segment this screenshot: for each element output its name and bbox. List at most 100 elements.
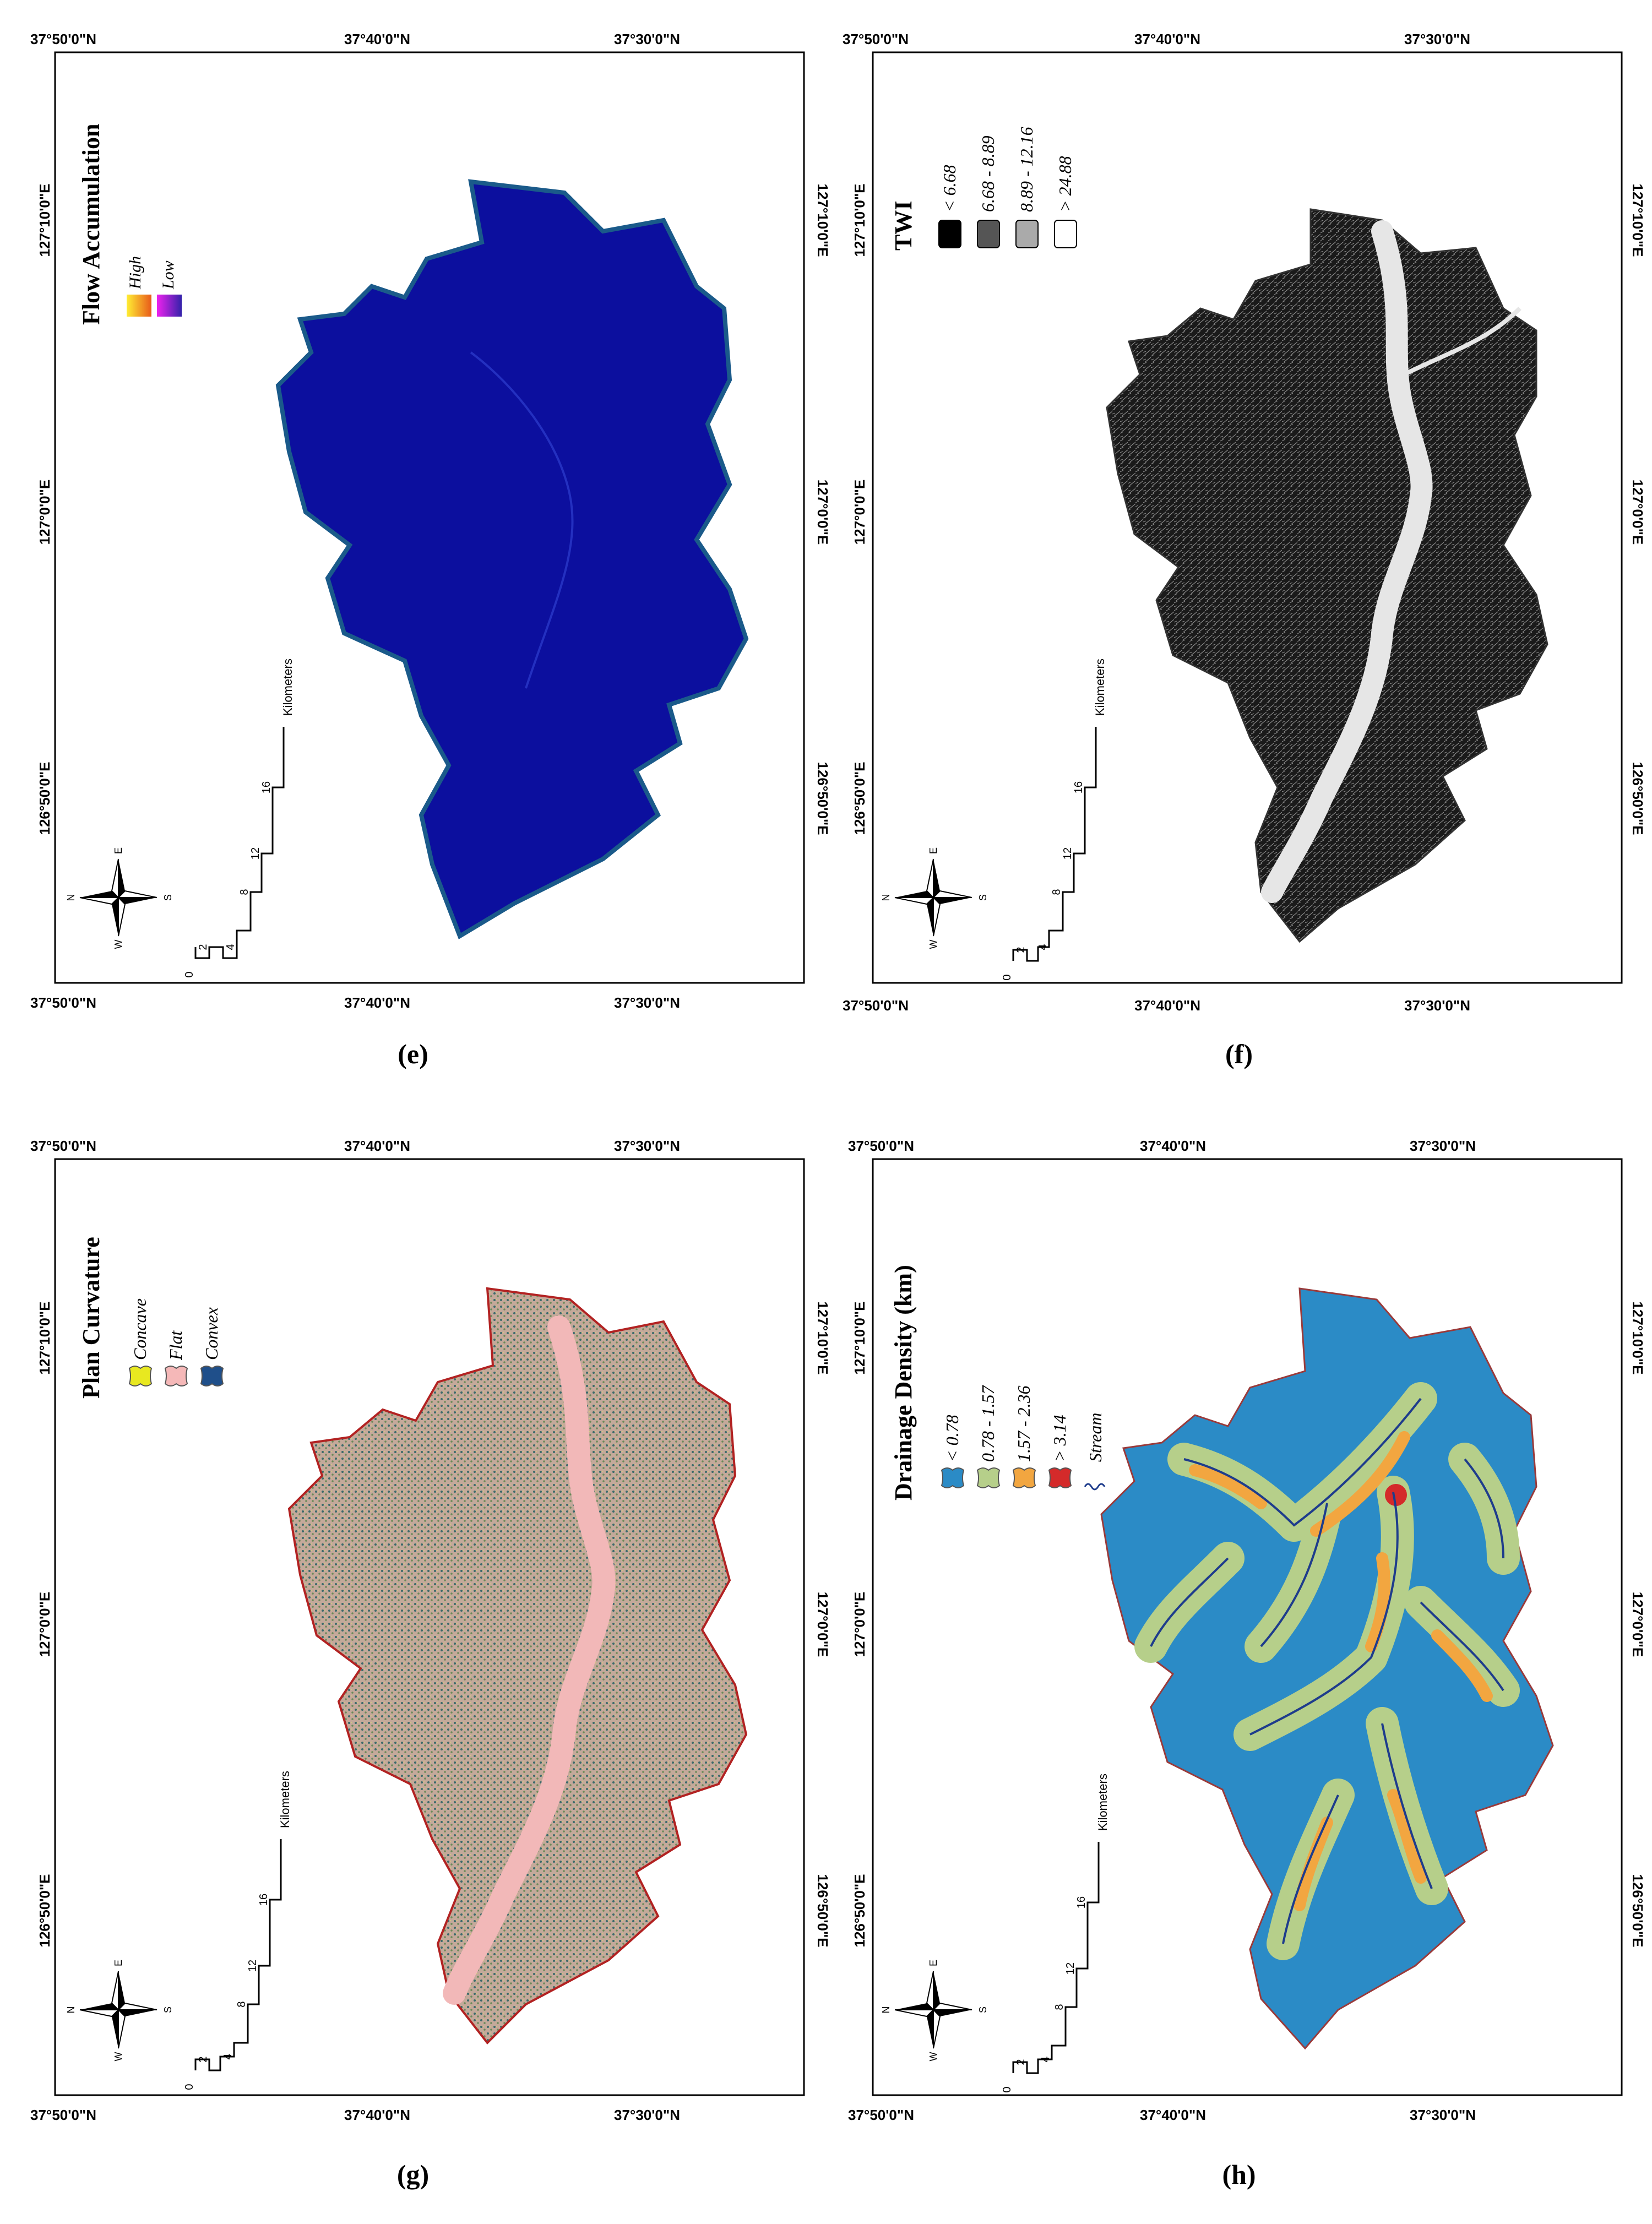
lon-label-left-1: 127°10'0"E: [36, 183, 53, 257]
compass-e: E: [113, 847, 124, 854]
lon-label-left-1: 127°10'0"E: [851, 1301, 868, 1374]
legend-title: Drainage Density (km): [890, 1265, 917, 1500]
lat-label-top-1: 37°50'0"N: [848, 1138, 914, 1154]
map-frame: 37°50'0"N 37°40'0"N 37°30'0"N 37°50'0"N …: [30, 1138, 831, 2123]
scale-tick-12: 12: [1064, 1962, 1077, 1975]
scale-unit: Kilometers: [1093, 659, 1107, 716]
legend-label-4: > 24.88: [1055, 156, 1075, 212]
lon-label-left-2: 127°0'0"E: [36, 480, 53, 545]
scale-tick-2: 2: [1015, 947, 1027, 953]
tributary-twi: [1403, 307, 1521, 377]
compass-e: E: [113, 1960, 124, 1966]
lat-label-top-2: 37°40'0"N: [344, 1138, 410, 1154]
lat-label-bottom-3: 37°30'0"N: [614, 994, 680, 1011]
compass-rose: N E S W: [66, 847, 173, 949]
legend-label-stream: Stream: [1085, 1413, 1105, 1462]
scale-tick-0: 0: [183, 971, 195, 977]
scale-tick-0: 0: [1001, 2086, 1013, 2092]
lat-label-bottom-2: 37°40'0"N: [1140, 2107, 1206, 2123]
legend-label-1: < 0.78: [942, 1415, 962, 1462]
legend-label-3: 8.89 - 12.16: [1017, 127, 1036, 212]
lat-label-top-1: 37°50'0"N: [843, 31, 909, 47]
lat-label-top-2: 37°40'0"N: [1134, 31, 1200, 47]
legend-label-4: > 3.14: [1050, 1415, 1069, 1462]
scale-unit: Kilometers: [278, 1771, 292, 1828]
lon-label-right-2: 127°0'0"E: [814, 480, 831, 545]
map-panel-flow-accumulation: 37°50'0"N 37°40'0"N 37°30'0"N 37°50'0"N …: [30, 0, 834, 1046]
scale-tick-4: 4: [1037, 944, 1049, 950]
lat-label-bottom-3: 37°30'0"N: [1410, 2107, 1476, 2123]
compass-s: S: [162, 894, 173, 901]
legend-swatch-3: [1012, 1467, 1036, 1488]
scale-tick-16: 16: [1073, 781, 1085, 793]
compass-e: E: [928, 1960, 939, 1966]
study-area-flow: [275, 179, 749, 939]
lat-label-bottom-1: 37°50'0"N: [30, 994, 96, 1011]
lat-label-bottom-3: 37°30'0"N: [1404, 997, 1470, 1014]
legend-swatch-1: [941, 1467, 965, 1488]
lon-label-right-2: 127°0'0"E: [1629, 480, 1646, 545]
compass-s: S: [162, 2007, 173, 2013]
lon-label-right-1: 127°10'0"E: [1629, 183, 1646, 257]
lat-label-bottom-1: 37°50'0"N: [843, 997, 909, 1014]
lon-label-left-2: 127°0'0"E: [36, 1592, 53, 1657]
compass-s: S: [977, 894, 988, 901]
scale-tick-16: 16: [260, 781, 273, 793]
legend-swatch-stream: [1084, 1483, 1106, 1491]
compass-rose: N E S W: [66, 1960, 173, 2062]
lon-label-right-1: 127°10'0"E: [814, 1301, 831, 1374]
scale-tick-8: 8: [1051, 889, 1063, 895]
lon-label-left-2: 127°0'0"E: [851, 480, 868, 545]
scale-tick-0: 0: [1001, 974, 1013, 980]
legend-swatch-4: [1048, 1467, 1072, 1488]
legend-swatch-2: [977, 220, 1000, 248]
legend-swatch-1: [938, 220, 961, 248]
lon-label-right-3: 126°50'0"E: [814, 762, 831, 835]
lat-label-top-3: 37°30'0"N: [614, 1138, 680, 1154]
lon-label-right-1: 127°10'0"E: [814, 183, 831, 257]
lat-label-top-2: 37°40'0"N: [344, 31, 410, 47]
scale-tick-2: 2: [197, 2056, 209, 2062]
river-trace: [470, 351, 574, 689]
lon-label-right-1: 127°10'0"E: [1629, 1301, 1646, 1374]
scale-tick-4: 4: [225, 944, 237, 950]
lon-label-left-3: 126°50'0"E: [851, 762, 868, 835]
legend-label-concave: Concave: [130, 1298, 150, 1360]
legend-title: Plan Curvature: [78, 1237, 105, 1399]
river-twi: [1261, 220, 1433, 903]
legend-swatch-low: [157, 295, 182, 317]
legend-swatch-flat: [164, 1366, 188, 1386]
lon-label-left-3: 126°50'0"E: [36, 762, 53, 835]
lon-label-left-2: 127°0'0"E: [851, 1592, 868, 1657]
map-panel-twi: 37°50'0"N 37°40'0"N 37°30'0"N 37°50'0"N …: [843, 0, 1646, 1046]
legend-swatch-2: [976, 1467, 1001, 1488]
legend-swatch-concave: [128, 1366, 153, 1386]
caption-f: (f): [1225, 1038, 1253, 1069]
lat-label-bottom-2: 37°40'0"N: [344, 994, 410, 1011]
scale-bar: 0 2 4 8 12 16 Kilometers: [183, 659, 295, 977]
study-area-curvature: [287, 1287, 748, 2045]
lon-label-right-3: 126°50'0"E: [1629, 1874, 1646, 1947]
scale-tick-16: 16: [1075, 1896, 1088, 1908]
legend: Drainage Density (km) < 0.78 0.78 - 1.57…: [890, 1265, 1106, 1500]
legend-swatch-3: [1015, 220, 1039, 248]
compass-n: N: [66, 894, 77, 901]
compass-n: N: [881, 894, 892, 901]
scale-tick-0: 0: [183, 2084, 195, 2090]
lon-label-right-2: 127°0'0"E: [1629, 1592, 1646, 1657]
scale-bar: 0 2 4 8 12 16 Kilometers: [1001, 659, 1107, 980]
lon-label-left-3: 126°50'0"E: [36, 1874, 53, 1947]
scale-tick-4: 4: [222, 2053, 234, 2059]
caption-g: (g): [396, 2159, 430, 2190]
lat-label-bottom-3: 37°30'0"N: [614, 2107, 680, 2123]
compass-rose: N E S W: [881, 1960, 988, 2062]
map-frame: 37°50'0"N 37°40'0"N 37°30'0"N 37°50'0"N …: [843, 31, 1646, 1014]
lat-label-top-2: 37°40'0"N: [1140, 1138, 1206, 1154]
lat-label-top-3: 37°30'0"N: [1404, 31, 1470, 47]
scale-tick-12: 12: [247, 1960, 259, 1972]
compass-e: E: [928, 847, 939, 854]
legend: Plan Curvature Concave Flat Convex: [78, 1237, 224, 1399]
compass-n: N: [881, 2007, 892, 2014]
lon-label-right-2: 127°0'0"E: [814, 1592, 831, 1657]
scale-unit: Kilometers: [1096, 1774, 1110, 1831]
